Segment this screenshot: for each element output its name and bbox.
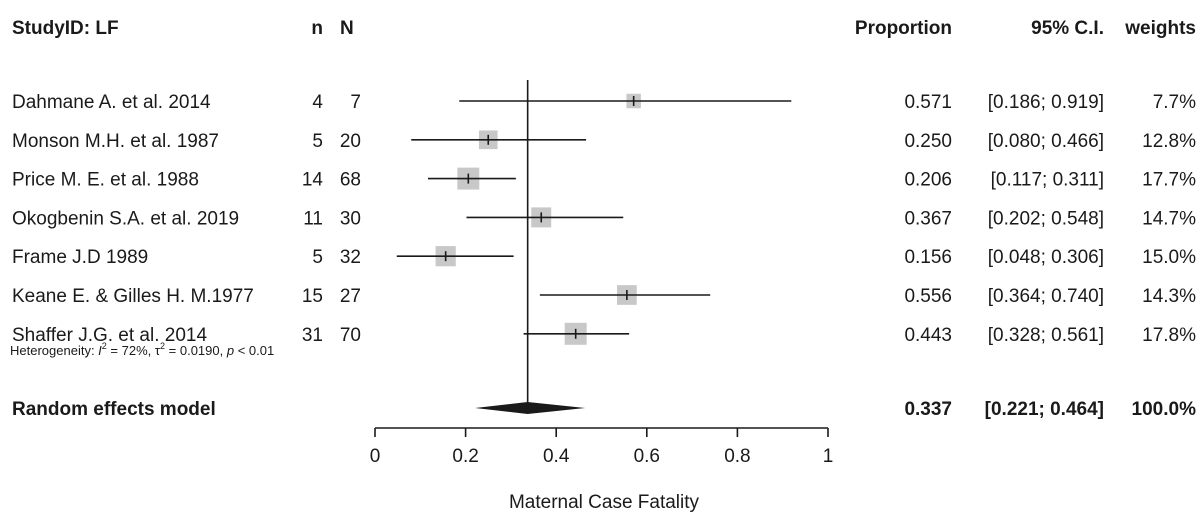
study-weight: 7.7% bbox=[1153, 92, 1196, 113]
study-proportion: 0.156 bbox=[904, 247, 952, 268]
study-ci: [0.080; 0.466] bbox=[988, 131, 1104, 152]
x-axis-label: Maternal Case Fatality bbox=[509, 492, 700, 513]
study-label: Shaffer J.G. et al. 2014 bbox=[12, 325, 207, 346]
study-proportion: 0.367 bbox=[904, 208, 952, 229]
study-N: 32 bbox=[340, 247, 361, 268]
heterogeneity-text: Heterogeneity: I2 = 72%, τ2 = 0.0190, p … bbox=[10, 341, 274, 358]
study-proportion: 0.443 bbox=[904, 325, 952, 346]
study-ci: [0.048; 0.306] bbox=[988, 247, 1104, 268]
study-ci: [0.364; 0.740] bbox=[988, 286, 1104, 307]
study-label: Dahmane A. et al. 2014 bbox=[12, 92, 211, 113]
study-weight: 14.3% bbox=[1142, 286, 1196, 307]
study-weight: 17.7% bbox=[1142, 170, 1196, 191]
study-weight: 14.7% bbox=[1142, 208, 1196, 229]
study-label: Frame J.D 1989 bbox=[12, 247, 148, 268]
summary-row: Random effects model 0.337 [0.221; 0.464] 1… bbox=[12, 399, 1196, 420]
study-proportion: 0.206 bbox=[904, 170, 952, 191]
study-N: 7 bbox=[350, 92, 361, 113]
study-weight: 12.8% bbox=[1142, 131, 1196, 152]
summary-proportion: 0.337 bbox=[904, 399, 952, 420]
x-tick-label: 0.6 bbox=[634, 446, 660, 467]
study-label: Price M. E. et al. 1988 bbox=[12, 170, 199, 191]
x-tick-label: 0.8 bbox=[724, 446, 750, 467]
study-n: 15 bbox=[302, 286, 323, 307]
summary-label: Random effects model bbox=[12, 399, 216, 420]
header-N: N bbox=[340, 18, 354, 39]
study-N: 30 bbox=[340, 208, 361, 229]
header-n: n bbox=[311, 18, 323, 39]
study-label: Keane E. & Gilles H. M.1977 bbox=[12, 286, 254, 307]
study-rows: Dahmane A. et al. 2014 4 7 0.571 [0.186; 0.9… bbox=[12, 92, 1196, 346]
header-study: StudyID: LF bbox=[12, 18, 119, 39]
study-weight: 15.0% bbox=[1142, 247, 1196, 268]
heterogeneity-p-value: < 0.01 bbox=[234, 343, 274, 358]
summary-weight: 100.0% bbox=[1132, 399, 1197, 420]
study-label: Okogbenin S.A. et al. 2019 bbox=[12, 208, 239, 229]
study-weight: 17.8% bbox=[1142, 325, 1196, 346]
study-n: 14 bbox=[302, 170, 324, 191]
study-n: 5 bbox=[312, 247, 323, 268]
x-tick-label: 0.4 bbox=[543, 446, 570, 467]
heterogeneity-p-symbol: p bbox=[226, 343, 234, 358]
study-row: Monson M.H. et al. 1987 5 20 0.250 [0.080; 0… bbox=[12, 130, 1196, 152]
study-row: Okogbenin S.A. et al. 2019 11 30 0.367 [0.20… bbox=[12, 207, 1196, 229]
study-N: 20 bbox=[340, 131, 361, 152]
study-row: Shaffer J.G. et al. 2014 31 70 0.443 [0.328;… bbox=[12, 322, 1196, 346]
study-n: 31 bbox=[302, 325, 323, 346]
study-ci: [0.117; 0.311] bbox=[991, 170, 1104, 191]
study-n: 5 bbox=[312, 131, 323, 152]
study-proportion: 0.571 bbox=[904, 92, 952, 113]
study-ci: [0.186; 0.919] bbox=[988, 92, 1104, 113]
study-N: 70 bbox=[340, 325, 361, 346]
study-n: 4 bbox=[312, 92, 323, 113]
summary-ci: [0.221; 0.464] bbox=[985, 399, 1104, 420]
heterogeneity-i2-exp: 2 bbox=[102, 341, 107, 351]
x-axis: 0 0.2 0.4 0.6 0.8 1 bbox=[370, 427, 834, 467]
header-weights: weights bbox=[1124, 18, 1196, 39]
study-row: Keane E. & Gilles H. M.1977 15 27 0.556 [0.3… bbox=[12, 285, 1196, 307]
study-row: Price M. E. et al. 1988 14 68 0.206 [0.117; … bbox=[12, 167, 1196, 191]
heterogeneity-tau-exp: 2 bbox=[160, 341, 165, 351]
study-row: Dahmane A. et al. 2014 4 7 0.571 [0.186; 0.9… bbox=[12, 92, 1196, 113]
study-row: Frame J.D 1989 5 32 0.156 [0.048; 0.306] 15.0… bbox=[12, 246, 1196, 268]
x-tick-label: 1 bbox=[823, 446, 834, 467]
study-N: 27 bbox=[340, 286, 361, 307]
study-ci: [0.328; 0.561] bbox=[988, 325, 1104, 346]
header-proportion: Proportion bbox=[855, 18, 952, 39]
study-ci: [0.202; 0.548] bbox=[988, 208, 1104, 229]
heterogeneity-i2-symbol: I bbox=[98, 343, 102, 358]
study-label: Monson M.H. et al. 1987 bbox=[12, 131, 219, 152]
study-N: 68 bbox=[340, 170, 361, 191]
header-ci: 95% C.I. bbox=[1031, 18, 1104, 39]
x-tick-label: 0.2 bbox=[452, 446, 478, 467]
study-proportion: 0.556 bbox=[904, 286, 952, 307]
heterogeneity-i2-value: = 72%, bbox=[107, 343, 155, 358]
study-proportion: 0.250 bbox=[904, 131, 952, 152]
heterogeneity-prefix: Heterogeneity: bbox=[10, 343, 98, 358]
x-tick-label: 0 bbox=[370, 446, 381, 467]
heterogeneity-tau-value: = 0.0190, bbox=[165, 343, 227, 358]
study-n: 11 bbox=[303, 208, 323, 229]
heterogeneity-tau-symbol: τ bbox=[155, 343, 161, 358]
summary-diamond bbox=[475, 402, 586, 414]
